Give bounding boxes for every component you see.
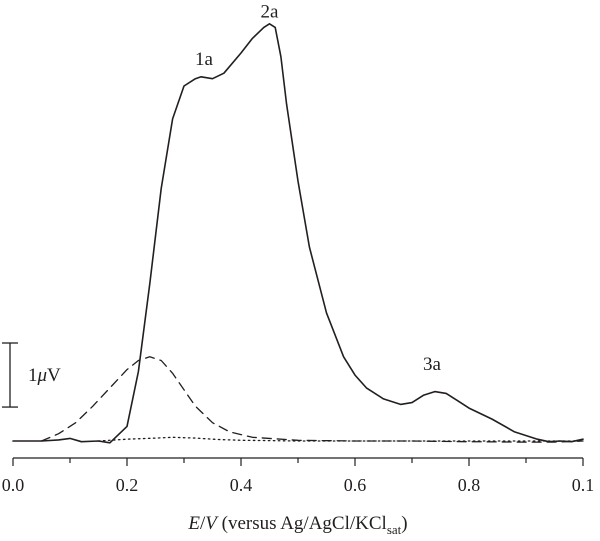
- peak-label-1a: 1a: [195, 49, 214, 70]
- x-axis-title: E/V (versus Ag/AgCl/KClsat): [187, 513, 407, 537]
- scale-bar: 1μV: [2, 342, 61, 408]
- x-tick-label: 0.0: [2, 475, 25, 495]
- x-tick-label: 0.1: [572, 475, 595, 495]
- x-tick-label: 0.6: [344, 475, 367, 495]
- series-line-solid: [12, 23, 584, 444]
- peak-label-2a: 2a: [261, 2, 280, 23]
- series-line-dashed: [40, 356, 584, 443]
- peak-label-3a: 3a: [423, 354, 442, 375]
- x-tick-label: 0.4: [230, 475, 253, 495]
- x-tick-label: 0.2: [116, 475, 139, 495]
- peak-labels: 1a 2a 3a: [195, 2, 442, 375]
- x-tick-label: 0.8: [458, 475, 481, 495]
- plot-area: [12, 23, 584, 444]
- scale-bar-label: 1μV: [28, 365, 61, 386]
- x-axis: 0.0 0.2 0.4 0.6 0.8 0.1: [2, 457, 595, 495]
- series-line-dotted: [97, 436, 584, 442]
